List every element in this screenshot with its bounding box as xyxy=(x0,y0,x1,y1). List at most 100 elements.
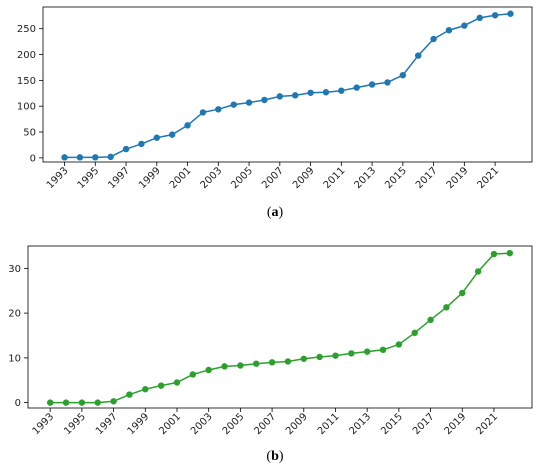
x-tick-label-a-5: 2003 xyxy=(199,165,225,191)
data-point-b-1998 xyxy=(126,391,133,398)
data-point-a-2000 xyxy=(168,131,176,138)
data-point-b-1993 xyxy=(46,399,54,406)
data-point-a-1993 xyxy=(61,154,68,161)
x-tick-label-a-9: 2011 xyxy=(322,165,348,191)
x-tick-label-b-0: 1993 xyxy=(31,411,57,437)
data-point-b-2011 xyxy=(332,352,339,359)
x-tick-label-b-13: 2019 xyxy=(443,411,469,437)
y-tick-label-b-1: 10 xyxy=(8,353,21,364)
caption-b-letter: b xyxy=(271,449,279,464)
data-point-a-2015 xyxy=(399,72,407,79)
data-point-b-2022 xyxy=(506,249,514,257)
x-tick-label-b-4: 2001 xyxy=(157,411,183,437)
caption-a-letter: a xyxy=(271,205,279,220)
x-tick-label-a-14: 2021 xyxy=(475,165,501,191)
data-point-a-2006 xyxy=(261,96,268,104)
y-tick-label-a-5: 250 xyxy=(17,24,36,35)
x-tick-label-a-11: 2015 xyxy=(383,165,409,191)
x-tick-label-b-2: 1997 xyxy=(94,411,120,437)
y-tick-label-b-0: 0 xyxy=(15,398,21,409)
data-point-b-2000 xyxy=(157,382,165,389)
x-tick-label-a-10: 2013 xyxy=(352,165,378,191)
data-point-b-1999 xyxy=(142,386,149,393)
x-tick-label-a-2: 1997 xyxy=(106,165,132,191)
x-tick-label-a-12: 2017 xyxy=(414,165,440,191)
data-point-a-2016 xyxy=(415,52,422,59)
x-tick-label-a-6: 2005 xyxy=(229,165,255,191)
data-point-a-2003 xyxy=(215,106,222,113)
data-point-b-2018 xyxy=(443,304,450,311)
x-tick-label-b-7: 2007 xyxy=(252,411,278,437)
data-point-a-2018 xyxy=(445,27,453,34)
plot-frame-b xyxy=(27,245,533,409)
data-point-b-1996 xyxy=(94,399,101,406)
data-point-b-2007 xyxy=(268,359,276,366)
y-tick-label-a-3: 150 xyxy=(17,76,36,87)
data-point-a-2017 xyxy=(430,35,437,43)
data-point-b-2012 xyxy=(348,350,355,357)
data-point-a-2001 xyxy=(184,122,191,129)
data-point-a-2002 xyxy=(199,109,207,116)
data-point-a-2021 xyxy=(491,12,499,19)
x-tick-label-a-7: 2007 xyxy=(260,165,286,191)
x-tick-label-b-11: 2015 xyxy=(379,411,405,437)
data-point-b-2020 xyxy=(474,268,482,275)
data-point-a-1998 xyxy=(138,140,145,148)
data-point-a-1999 xyxy=(153,134,160,141)
data-point-b-2006 xyxy=(253,360,260,367)
data-point-b-2010 xyxy=(316,353,323,361)
data-point-a-2019 xyxy=(461,22,468,29)
data-point-a-2004 xyxy=(230,101,237,108)
y-tick-label-a-4: 200 xyxy=(17,50,36,61)
data-point-a-1996 xyxy=(107,153,114,161)
y-tick-label-b-2: 20 xyxy=(8,309,21,320)
data-point-b-2003 xyxy=(205,366,212,374)
data-point-b-2015 xyxy=(395,341,403,348)
x-tick-label-b-1: 1995 xyxy=(62,411,88,437)
y-tick-label-a-2: 100 xyxy=(17,102,36,113)
series-line-b xyxy=(50,252,510,404)
data-point-a-2022 xyxy=(507,10,514,17)
x-tick-label-b-3: 1999 xyxy=(126,411,152,437)
x-tick-label-b-5: 2003 xyxy=(189,411,215,437)
x-tick-label-a-0: 1993 xyxy=(45,165,71,191)
x-tick-label-a-3: 1999 xyxy=(137,165,163,191)
x-tick-label-b-10: 2013 xyxy=(348,411,374,437)
data-point-a-2007 xyxy=(276,93,284,100)
data-point-b-2013 xyxy=(363,348,371,355)
data-point-a-2010 xyxy=(322,89,330,96)
data-point-a-1995 xyxy=(92,154,99,161)
caption-b: (b) xyxy=(266,449,284,464)
data-point-a-2014 xyxy=(384,79,391,86)
data-point-b-2004 xyxy=(221,363,228,370)
data-point-a-2008 xyxy=(291,92,299,99)
data-point-b-2001 xyxy=(173,379,181,386)
x-tick-label-b-12: 2017 xyxy=(411,411,437,437)
data-point-b-1994 xyxy=(62,399,70,406)
data-point-a-1994 xyxy=(76,154,84,161)
x-tick-label-b-9: 2011 xyxy=(316,411,342,437)
x-tick-label-b-14: 2021 xyxy=(474,411,500,437)
data-point-b-1995 xyxy=(78,399,86,406)
data-point-a-1997 xyxy=(122,145,130,153)
data-point-b-2005 xyxy=(237,362,244,369)
data-point-b-2017 xyxy=(427,316,434,324)
series-line-a xyxy=(64,12,511,159)
x-tick-label-b-6: 2005 xyxy=(221,411,247,437)
data-point-a-2020 xyxy=(476,14,483,22)
y-tick-label-a-1: 50 xyxy=(23,128,36,139)
data-point-b-2014 xyxy=(379,346,387,354)
y-tick-label-a-0: 0 xyxy=(30,153,36,164)
plot-frame-a xyxy=(42,6,533,163)
x-tick-label-a-1: 1995 xyxy=(76,165,102,191)
data-point-b-2002 xyxy=(189,371,197,378)
data-point-b-2019 xyxy=(459,289,466,297)
data-point-a-2012 xyxy=(353,84,360,91)
x-tick-label-b-8: 2009 xyxy=(284,411,310,437)
x-tick-label-a-13: 2019 xyxy=(445,165,471,191)
data-point-b-1997 xyxy=(110,398,117,405)
data-point-b-2021 xyxy=(490,250,498,258)
data-point-b-2008 xyxy=(284,358,292,365)
